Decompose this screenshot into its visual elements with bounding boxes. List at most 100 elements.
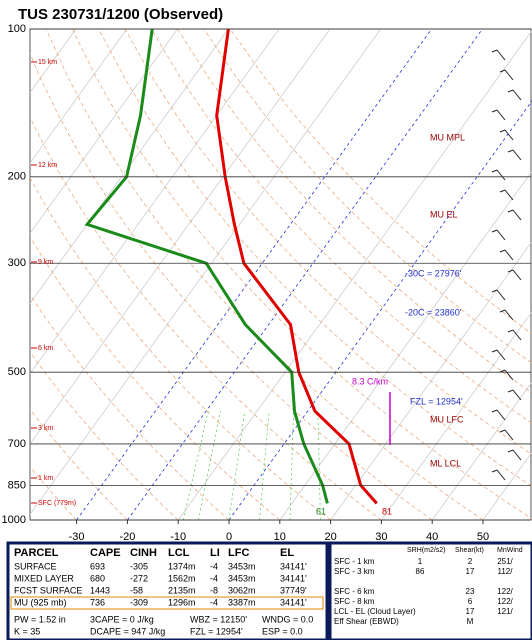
level-label: -20C = 23860' (405, 307, 462, 317)
y-tick-label: 500 (8, 366, 26, 378)
wind-barb (496, 469, 506, 481)
chart-title: TUS 230731/1200 (Observed) (18, 6, 223, 23)
wind-barb (496, 349, 506, 361)
isotherm (228, 100, 532, 520)
mixing-ratio (198, 411, 221, 520)
parcel-panel (6, 541, 329, 640)
wind-barb (499, 69, 506, 73)
kin-cell: Eff Shear (EBWD) (334, 617, 399, 626)
kin-cell: 2 (468, 557, 473, 566)
table-cell: 693 (90, 561, 105, 571)
dry-adiabat (30, 235, 281, 520)
isotherm (279, 170, 532, 520)
wind-barb (491, 109, 498, 113)
wind-barb (491, 49, 498, 53)
wind-barb (496, 409, 506, 421)
table-cell: -58 (130, 585, 143, 595)
table-cell: 2135m (168, 585, 196, 595)
dry-adiabat (203, 29, 532, 364)
wind-barb (504, 129, 514, 141)
wind-barb (512, 209, 522, 221)
isotherm (30, 29, 229, 305)
table-cell: 1374m (168, 561, 196, 571)
table-header: CINH (130, 547, 157, 559)
mixing-ratio (182, 410, 209, 520)
table-header: LI (210, 547, 220, 559)
table-header: LCL (168, 547, 190, 559)
isotherm (381, 311, 532, 520)
kin-header: Shear(kt) (455, 547, 484, 554)
wind-barb (507, 269, 514, 273)
table-cell: 680 (90, 573, 105, 583)
level-label: FZL = 12954' (410, 396, 463, 406)
wind-barb (496, 229, 506, 241)
y-tick-label: 100 (8, 23, 26, 35)
wind-barb (507, 449, 514, 453)
wind-barb (504, 369, 514, 381)
wind-barb (491, 229, 498, 233)
level-label: MU MPL (430, 132, 465, 142)
kin-cell: 121/ (497, 607, 513, 616)
table-cell: 3CAPE = 0 J/kg (90, 614, 154, 624)
kin-cell: SFC - 3 km (334, 567, 375, 576)
kin-cell: M (467, 617, 474, 626)
wind-barb (504, 249, 514, 261)
level-label: MU EL (430, 209, 458, 219)
table-cell: 37749' (280, 585, 307, 595)
table-cell: 34141' (280, 573, 307, 583)
x-tick-label: -20 (119, 531, 135, 543)
wind-barb (512, 269, 522, 281)
table-cell: 1562m (168, 573, 196, 583)
table-cell: WBZ = 12150' (190, 614, 247, 624)
table-cell: 3387m (228, 597, 256, 607)
isotherm (30, 29, 178, 234)
table-cell: WNDG = 0.0 (262, 614, 313, 624)
wind-barb (512, 389, 522, 401)
wind-barb (496, 289, 506, 301)
wind-barb (512, 449, 522, 461)
x-tick-label: 0 (226, 531, 232, 543)
y-tick-label: 700 (8, 438, 26, 450)
kin-cell: 6 (468, 597, 473, 606)
wind-barb (504, 69, 514, 81)
kin-header: SRH(m2/s2) (407, 547, 446, 554)
y-tick-label: 850 (8, 479, 26, 491)
x-tick-label: 10 (274, 531, 286, 543)
kin-cell: 23 (466, 587, 475, 596)
table-header: EL (280, 547, 294, 559)
table-cell: -309 (130, 597, 148, 607)
x-tick-label: -10 (170, 531, 186, 543)
table-cell: -272 (130, 573, 148, 583)
table-cell: FZL = 12954' (190, 626, 243, 636)
isotherm (177, 29, 532, 520)
table-cell: 736 (90, 597, 105, 607)
kin-cell: 122/ (497, 587, 513, 596)
kin-cell: LCL - EL (Cloud Layer) (334, 607, 416, 616)
kin-cell: 122/ (497, 597, 513, 606)
kin-cell: 1 (418, 557, 423, 566)
wind-barb (504, 429, 514, 441)
wind-barb (499, 129, 506, 133)
height-label: 1 km (38, 475, 53, 482)
level-label: 81 (382, 506, 392, 516)
x-tick-label: 20 (324, 531, 336, 543)
height-label: 15 km (38, 59, 57, 66)
wind-barb (512, 149, 522, 161)
wind-barb (499, 369, 506, 373)
level-label: 61 (316, 506, 326, 516)
wind-barb (504, 309, 514, 321)
height-label: 9 km (38, 259, 53, 266)
x-tick-label: -30 (69, 531, 85, 543)
kin-cell: SFC - 1 km (334, 557, 375, 566)
isotherm (431, 381, 532, 520)
dry-adiabat (30, 177, 331, 520)
isotherm (30, 29, 128, 164)
table-cell: 3062m (228, 585, 256, 595)
height-label: SFC (779m) (38, 500, 76, 507)
mixing-ratio (289, 411, 294, 520)
wind-barb (504, 189, 514, 201)
wind-barb (491, 349, 498, 353)
kin-header: MnWind (497, 547, 523, 554)
height-label: 3 km (38, 425, 53, 432)
